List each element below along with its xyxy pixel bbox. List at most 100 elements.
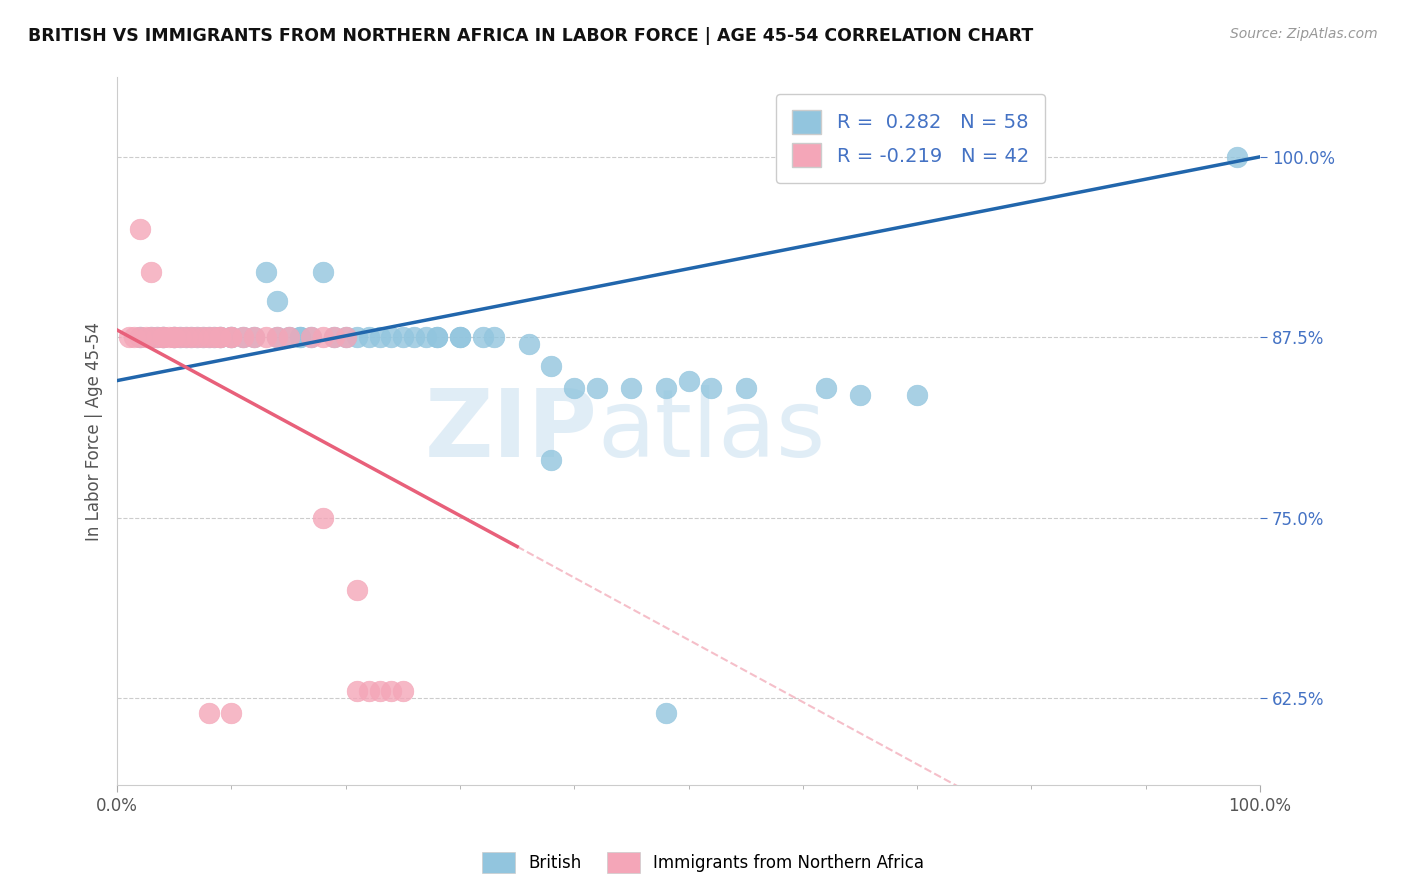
Point (700, 381, 723, 395)
Point (186, 330, 208, 344)
Point (221, 330, 243, 344)
Point (368, 684, 391, 698)
Point (129, 222, 152, 236)
Point (323, 330, 346, 344)
Point (152, 330, 174, 344)
Point (197, 706, 219, 720)
Point (426, 330, 449, 344)
Text: ZIP: ZIP (425, 385, 598, 477)
Text: atlas: atlas (598, 385, 825, 477)
Point (163, 330, 186, 344)
Point (392, 330, 415, 344)
Point (266, 330, 288, 344)
Point (849, 388, 872, 402)
Point (277, 330, 299, 344)
Point (232, 330, 254, 344)
Point (540, 453, 562, 467)
Point (301, 330, 323, 344)
Point (208, 330, 231, 344)
Point (208, 330, 231, 344)
Point (221, 330, 243, 344)
Point (197, 330, 219, 344)
Point (562, 381, 585, 395)
Point (301, 330, 323, 344)
Point (449, 330, 471, 344)
Point (346, 330, 368, 344)
Point (471, 330, 494, 344)
Point (678, 374, 700, 388)
Point (415, 330, 437, 344)
Point (180, 330, 202, 344)
Point (186, 330, 208, 344)
Point (129, 330, 152, 344)
Point (380, 684, 402, 698)
Point (152, 330, 174, 344)
Point (146, 330, 169, 344)
Point (254, 265, 277, 279)
Y-axis label: In Labor Force | Age 45-54: In Labor Force | Age 45-54 (86, 322, 103, 541)
Point (152, 330, 174, 344)
Point (266, 330, 288, 344)
Point (266, 294, 288, 309)
Point (368, 330, 391, 344)
Point (484, 330, 506, 344)
Point (404, 330, 426, 344)
Point (124, 330, 146, 344)
Point (221, 330, 243, 344)
Point (654, 706, 676, 720)
Point (180, 330, 202, 344)
Point (357, 684, 380, 698)
Point (243, 330, 266, 344)
Point (163, 330, 186, 344)
Text: BRITISH VS IMMIGRANTS FROM NORTHERN AFRICA IN LABOR FORCE | AGE 45-54 CORRELATIO: BRITISH VS IMMIGRANTS FROM NORTHERN AFRI… (28, 27, 1033, 45)
Point (174, 330, 197, 344)
Point (517, 337, 540, 351)
Point (654, 381, 676, 395)
Point (288, 330, 311, 344)
Point (174, 330, 197, 344)
Point (426, 330, 449, 344)
Point (232, 330, 254, 344)
Point (191, 330, 214, 344)
Point (146, 330, 169, 344)
Point (277, 330, 299, 344)
Point (169, 330, 191, 344)
Point (117, 330, 139, 344)
Point (335, 330, 357, 344)
Point (346, 582, 368, 597)
Point (152, 330, 174, 344)
Point (163, 330, 186, 344)
Point (323, 330, 346, 344)
Point (905, 388, 928, 402)
Point (202, 330, 225, 344)
Point (208, 330, 231, 344)
Point (129, 330, 152, 344)
Point (312, 510, 335, 524)
Point (169, 330, 191, 344)
Text: Source: ZipAtlas.com: Source: ZipAtlas.com (1230, 27, 1378, 41)
Point (540, 359, 562, 373)
Point (1226, 150, 1249, 164)
Point (221, 330, 243, 344)
Point (141, 265, 163, 279)
Point (191, 330, 214, 344)
Point (357, 330, 380, 344)
Point (312, 265, 335, 279)
Point (135, 330, 157, 344)
Point (141, 330, 163, 344)
Legend: British, Immigrants from Northern Africa: British, Immigrants from Northern Africa (475, 846, 931, 880)
Point (620, 381, 643, 395)
Point (163, 330, 186, 344)
Legend: R =  0.282   N = 58, R = -0.219   N = 42: R = 0.282 N = 58, R = -0.219 N = 42 (776, 95, 1045, 183)
Point (221, 706, 243, 720)
Point (288, 330, 311, 344)
Point (141, 330, 163, 344)
Point (586, 381, 609, 395)
Point (157, 330, 180, 344)
Point (335, 330, 357, 344)
Point (392, 684, 415, 698)
Point (346, 684, 368, 698)
Point (197, 330, 219, 344)
Point (254, 330, 277, 344)
Point (734, 381, 756, 395)
